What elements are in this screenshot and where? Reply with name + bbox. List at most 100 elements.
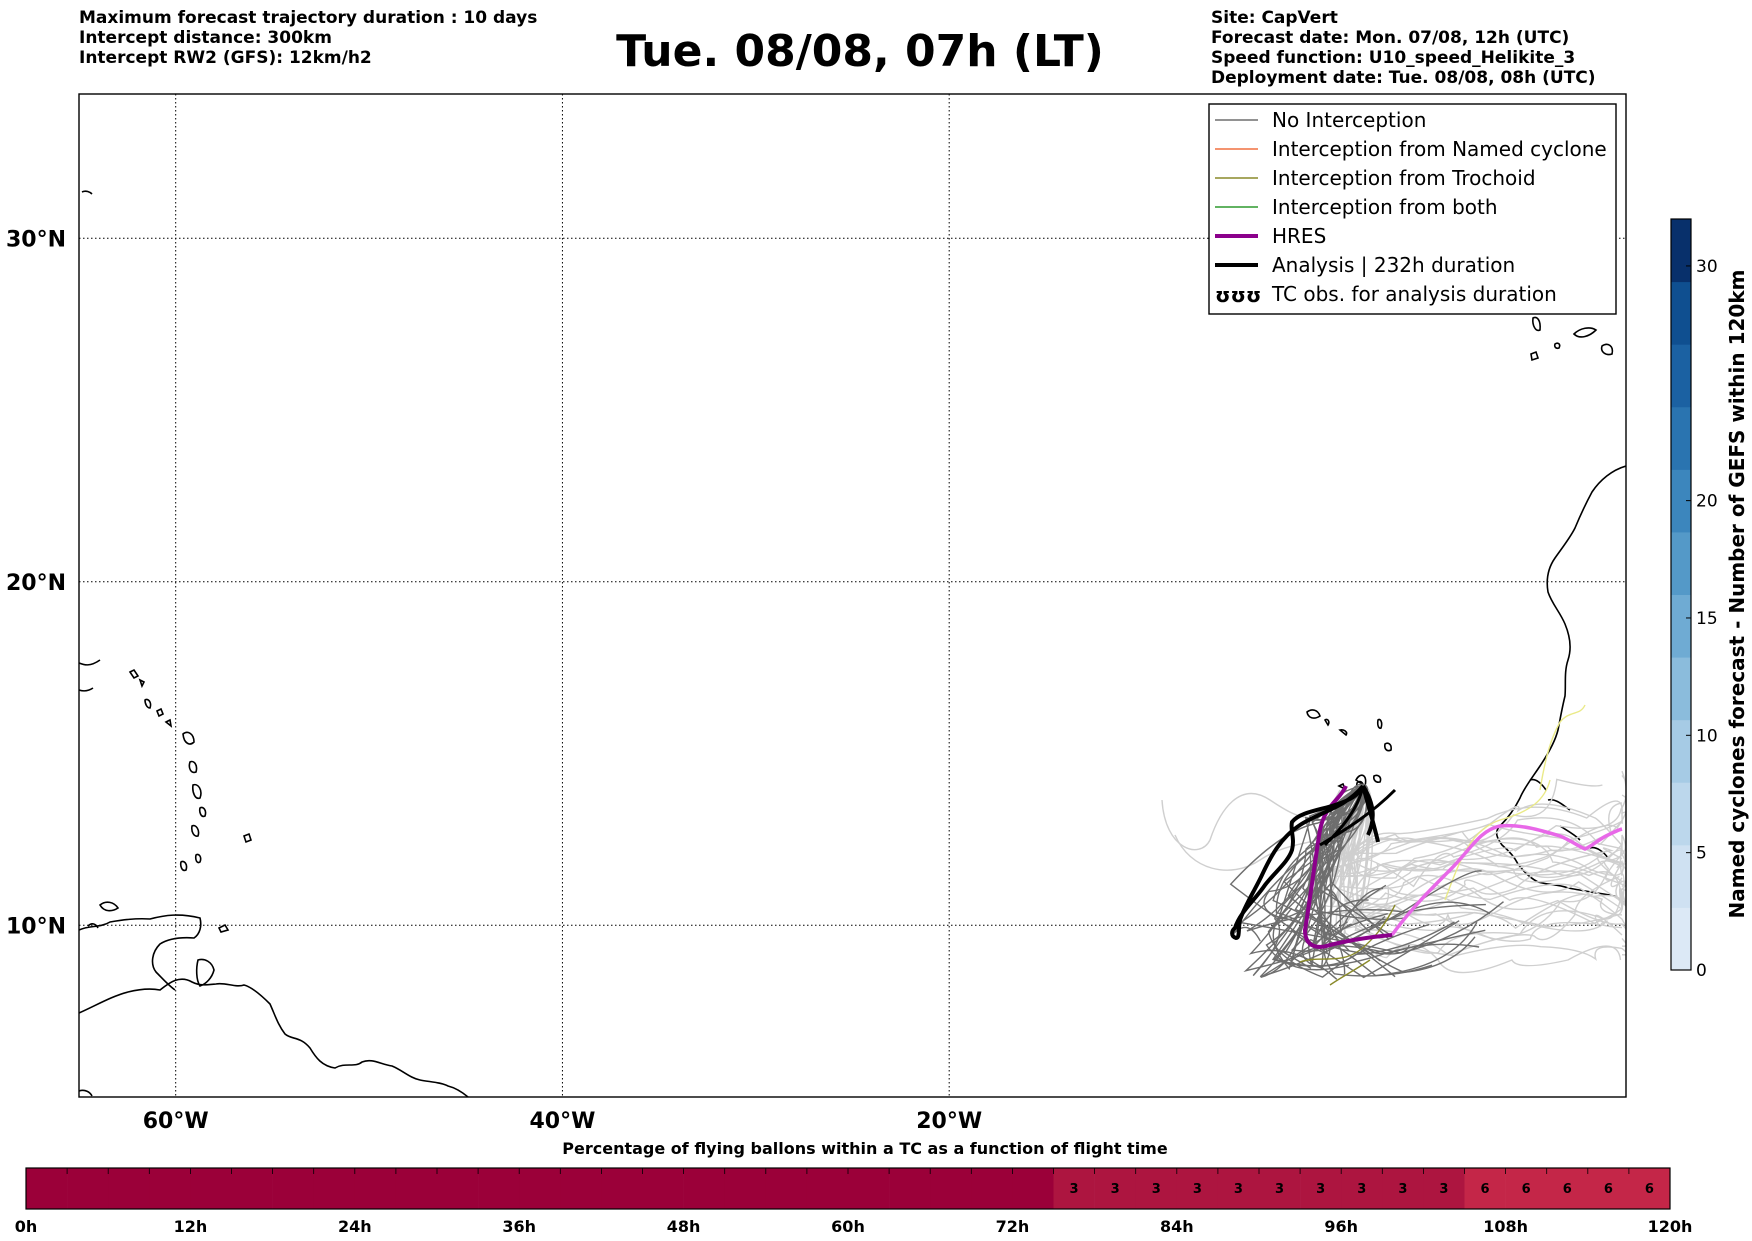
timeline-cell [1094,1168,1136,1209]
colorbar-cell [1671,531,1691,595]
colorbar-tick-label: 5 [1696,844,1707,864]
timeline-cell [724,1168,767,1209]
timeline-cell [354,1168,397,1209]
legend-label-hres: HRES [1272,224,1326,248]
island-tobago [217,923,230,933]
timeline-cell [1464,1168,1506,1209]
timeline-tick-label: 96h [1324,1217,1358,1236]
timeline-cell [272,1168,314,1209]
header-right-info: Site: CapVert Forecast date: Mon. 07/08,… [1211,8,1596,88]
site-text: Site: CapVert [1211,8,1338,28]
timeline-tick-label: 108h [1483,1217,1528,1236]
coast-venezuela-west [79,659,101,692]
lon-tick-label: 20°W [916,1109,982,1134]
colorbar-cell [1671,594,1691,658]
legend-label-named-cyclone: Interception from Named cyclone [1272,137,1607,161]
timeline-cell [1341,1168,1383,1209]
timeline-tick-label: 0h [15,1217,38,1236]
timeline-cell [1053,1168,1095,1209]
future-ensemble-track [1353,784,1624,928]
colorbar-cell [1671,844,1691,908]
trochoid-interception-track [1329,959,1371,986]
timeline-tick-label: 48h [667,1217,701,1236]
timeline-cell [149,1168,191,1209]
lon-tick-label: 60°W [143,1109,209,1134]
timeline-cell [806,1168,849,1209]
forecast-date-text: Forecast date: Mon. 07/08, 12h (UTC) [1211,28,1570,48]
map-legend: No Interception Interception from Named c… [1208,103,1617,315]
no-interception-track [1267,784,1430,978]
timeline-cell-value: 3 [1275,1182,1284,1197]
map-axis-ticks: 30°N 20°N 10°N 60°W 40°W 20°W [6,227,982,1134]
lat-tick-label: 10°N [6,914,66,939]
timeline-cell [560,1168,602,1209]
future-ensemble-track [1322,784,1626,887]
lon-tick-label: 40°W [529,1109,595,1134]
timeline-cell [1135,1168,1178,1209]
timeline-cell [1587,1168,1630,1209]
timeline-cell-value: 3 [1357,1182,1366,1197]
map-frame [78,93,1627,1098]
cyclone-colorbar: 0 5 10 15 20 30 Named cyclones forecast - Num… [1670,218,1749,981]
colorbar-tick-label: 15 [1696,609,1718,629]
islands-venezuela-coast [87,901,120,929]
timeline-cell [1546,1168,1589,1209]
timeline-cell [601,1168,643,1209]
timeline-frame [25,1167,1671,1210]
max-duration-text: Maximum forecast trajectory duration : 1… [79,8,538,28]
future-ensemble-track [1340,784,1626,947]
timeline-cell-value: 3 [1193,1182,1202,1197]
timeline-cell-value: 6 [1481,1182,1490,1197]
legend-box [1208,103,1617,315]
timeline-cell [313,1168,356,1209]
colorbar-cell [1671,469,1691,533]
future-ensemble-track [1351,784,1626,954]
timeline-cell [1382,1168,1424,1209]
timeline-cell [190,1168,232,1209]
timeline-cell [1012,1168,1054,1209]
trochoid-interception-track [1299,904,1396,963]
timeline-cell [1300,1168,1342,1209]
tc-obs-icon: ʊʊʊ [1215,283,1261,307]
colorbar-tick-label: 0 [1696,961,1707,981]
timeline-cell [1259,1168,1301,1209]
timeline-cell [26,1168,68,1209]
future-ensemble-track [1161,789,1341,851]
future-ensemble-track [1346,784,1623,911]
timeline-tick-label: 84h [1160,1217,1194,1236]
intercept-rw2-text: Intercept RW2 (GFS): 12km/h2 [79,48,372,68]
coast-south-america [79,978,469,1097]
colorbar-tick-label: 20 [1696,492,1718,512]
future-trochoid-track [1539,704,1586,791]
timeline-tick-label: 120h [1648,1217,1693,1236]
analysis-track [1319,785,1397,847]
colorbar-cell [1671,406,1691,470]
timeline-cell-value: 3 [1316,1182,1325,1197]
timeline-cell [1505,1168,1547,1209]
colorbar-cell [1671,782,1691,846]
future-ensemble-track [1339,784,1622,974]
timeline-cell [971,1168,1013,1209]
legend-label-trochoid: Interception from Trochoid [1272,166,1536,190]
timeline-cell [930,1168,972,1209]
timeline-cell [1423,1168,1465,1209]
timeline-cell-value: 3 [1439,1182,1448,1197]
timeline-cell-value: 3 [1398,1182,1407,1197]
hres-track [1302,785,1393,949]
no-interception-track [1259,784,1482,978]
legend-label-no-interception: No Interception [1272,108,1426,132]
future-ensemble-track [1345,774,1626,860]
colorbar-cell [1671,657,1691,721]
timeline-cell-value: 3 [1152,1182,1161,1197]
timeline-cell [108,1168,150,1209]
colorbar-cell [1671,281,1691,345]
timeline-cell-value: 6 [1522,1182,1531,1197]
timeline-cell [889,1168,931,1209]
timeline-cell [1628,1168,1671,1209]
flight-time-timeline: Percentage of flying ballons within a TC… [15,1139,1693,1236]
no-interception-track [1272,784,1381,962]
timeline-cell-value: 6 [1645,1182,1654,1197]
timeline-title: Percentage of flying ballons within a TC… [562,1139,1168,1158]
timeline-tick-label: 60h [831,1217,865,1236]
